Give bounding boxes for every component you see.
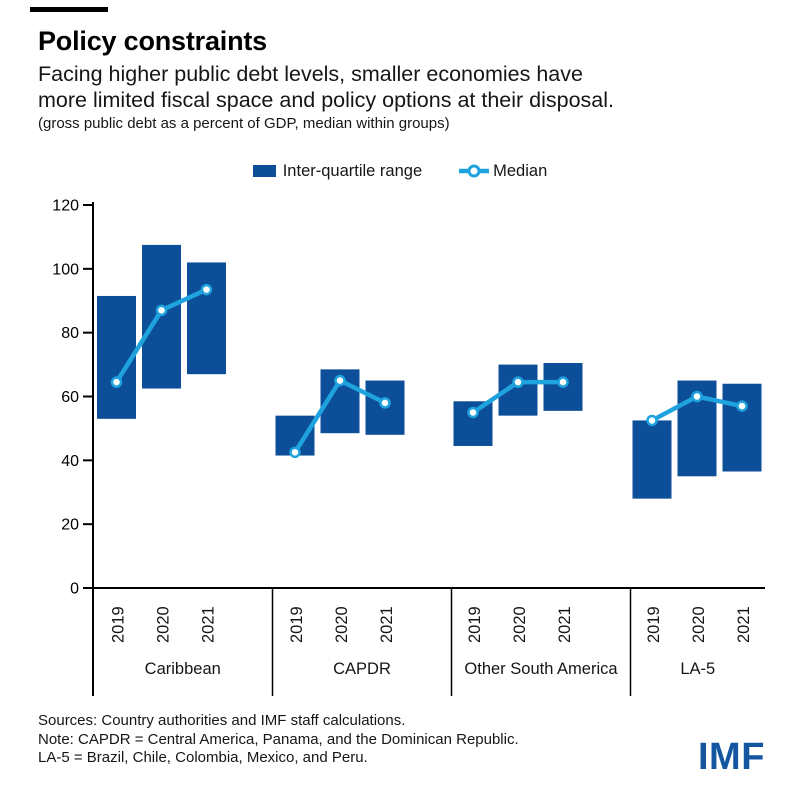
- year-label: 2019: [110, 606, 128, 643]
- subtitle-line-2: more limited fiscal space and policy opt…: [38, 88, 615, 112]
- footer-note-la5: LA-5 = Brazil, Chile, Colombia, Mexico, …: [38, 749, 368, 766]
- top-rule: [30, 7, 108, 12]
- group-label: CAPDR: [333, 660, 391, 678]
- group-label: LA-5: [680, 660, 715, 678]
- group-label: Other South America: [464, 660, 618, 678]
- y-tick-label: 100: [52, 261, 79, 278]
- chart-subtitle: Facing higher public debt levels, smalle…: [38, 61, 614, 113]
- median-point: [334, 374, 346, 387]
- year-label: 2019: [466, 606, 484, 643]
- y-tick-label: 40: [61, 453, 79, 470]
- median-point: [289, 446, 301, 459]
- median-point: [200, 283, 213, 296]
- year-label: 2020: [333, 606, 351, 643]
- footer-note-capdr: Note: CAPDR = Central America, Panama, a…: [38, 730, 519, 748]
- y-tick-label: 0: [70, 581, 79, 598]
- year-label: 2021: [200, 606, 218, 643]
- median-point: [110, 376, 123, 388]
- median-point: [512, 376, 524, 388]
- year-label: 2021: [556, 606, 574, 643]
- chart-units-note: (gross public debt as a percent of GDP, …: [38, 115, 450, 132]
- y-tick-label: 80: [61, 325, 79, 342]
- median-point: [379, 397, 391, 409]
- year-label: 2019: [645, 606, 663, 643]
- imf-logo: IMF: [698, 736, 765, 778]
- iqr-bar: [142, 244, 181, 389]
- year-label: 2019: [288, 606, 306, 643]
- median-point: [467, 406, 479, 419]
- iqr-swatch-icon: [252, 165, 276, 177]
- year-label: 2020: [511, 606, 529, 643]
- year-label: 2021: [735, 606, 753, 643]
- legend-item-iqr: Inter-quartile range: [252, 161, 423, 181]
- legend-iqr-label: Inter-quartile range: [282, 161, 423, 180]
- year-label: 2020: [690, 606, 708, 643]
- median-point: [557, 376, 569, 388]
- subtitle-line-1: Facing higher public debt levels, smalle…: [38, 62, 583, 86]
- footer-sources: Sources: Country authorities and IMF sta…: [38, 712, 406, 729]
- iqr-bar: [632, 420, 672, 499]
- legend-item-median: Median: [458, 162, 547, 181]
- median-point: [736, 400, 748, 412]
- chart-legend: Inter-quartile range Median: [0, 159, 800, 183]
- y-tick-label: 20: [61, 517, 79, 534]
- footer-notes: Sources: Country authorities and IMF sta…: [38, 712, 519, 768]
- year-label: 2020: [155, 606, 173, 643]
- median-point: [155, 304, 168, 317]
- median-marker-icon: [459, 164, 490, 178]
- year-label: 2021: [378, 606, 396, 643]
- y-tick-label: 60: [61, 389, 79, 406]
- iqr-bar: [187, 262, 226, 375]
- y-tick-label: 120: [52, 198, 79, 215]
- group-label: Caribbean: [145, 660, 221, 678]
- iqr-bar: [722, 383, 762, 472]
- legend-median-label: Median: [493, 161, 548, 180]
- median-point: [691, 390, 703, 403]
- median-point: [646, 414, 658, 427]
- chart-title: Policy constraints: [38, 26, 267, 56]
